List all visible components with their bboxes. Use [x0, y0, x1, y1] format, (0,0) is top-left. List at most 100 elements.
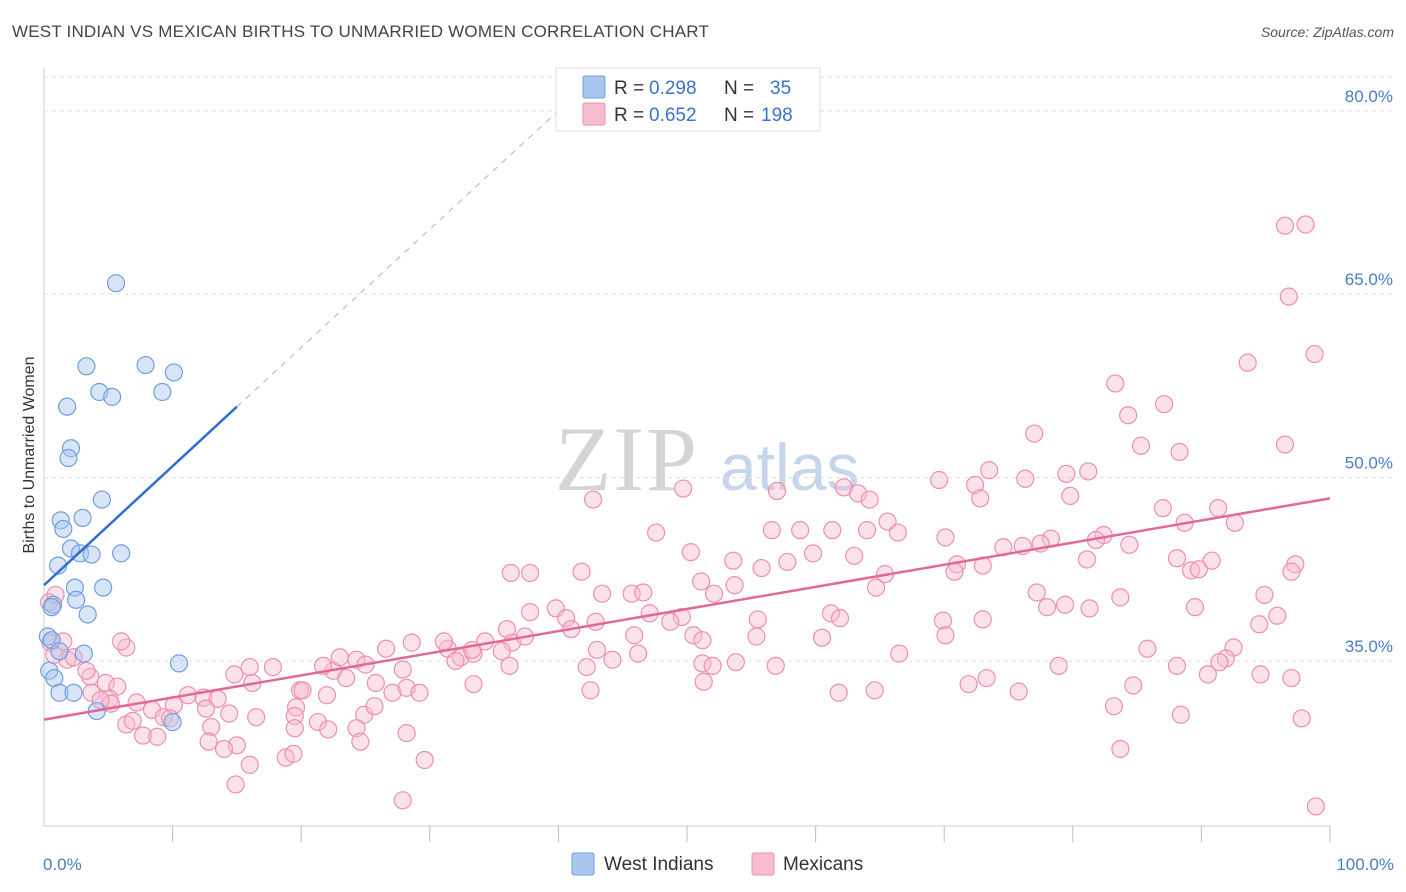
mexican-point — [1057, 464, 1076, 483]
stats-legend-west-n-label: N = — [724, 78, 754, 99]
mexican-point — [980, 461, 999, 480]
west-indian-point — [106, 274, 126, 293]
west-indian-point — [73, 508, 92, 528]
west-indian-point — [153, 382, 172, 402]
mexican-point — [240, 755, 259, 774]
west-indians-trend-extension — [236, 110, 559, 408]
mexican-point — [587, 640, 607, 660]
stats-legend-west-r-value: 0.298 — [649, 78, 697, 99]
mexican-point — [1210, 653, 1229, 672]
mexican-point — [214, 739, 234, 759]
mexican-point — [1189, 560, 1208, 579]
mexican-point — [1118, 406, 1138, 425]
x-tick-label-max: 100.0% — [1336, 855, 1394, 874]
mexican-point — [1275, 435, 1295, 454]
mexican-point — [1111, 588, 1130, 607]
mexican-point — [148, 727, 167, 746]
mexican-point — [959, 675, 978, 694]
west-indian-point — [82, 545, 101, 564]
mexican-point — [726, 653, 745, 672]
mexican-point — [692, 572, 711, 591]
mexican-point — [1061, 486, 1080, 506]
legend-west-indians-swatch — [571, 852, 595, 876]
mexican-point — [284, 744, 303, 763]
mexican-point — [434, 632, 454, 651]
mexican-point — [1138, 639, 1157, 658]
west-indian-point — [64, 683, 83, 702]
mexican-point — [225, 665, 244, 684]
y-axis-label: Births to Unmarried Women — [21, 356, 38, 553]
mexican-point — [936, 528, 955, 547]
mexican-point — [584, 490, 603, 509]
mexican-point — [1185, 598, 1205, 617]
west-indian-point — [163, 712, 182, 732]
mexican-point — [1198, 665, 1217, 684]
mexican-point — [860, 490, 879, 509]
mexican-point — [577, 657, 596, 677]
mexican-point — [1282, 668, 1301, 688]
mexican-point — [684, 626, 703, 645]
mexican-point — [752, 558, 771, 578]
mexican-point — [500, 656, 519, 675]
west-indian-point — [58, 397, 77, 416]
mexican-point — [674, 479, 693, 498]
mexican-point — [803, 544, 823, 563]
mexican-point — [1106, 374, 1125, 393]
mexican-point — [694, 672, 713, 691]
west-indian-point — [103, 387, 122, 406]
mexican-point — [1025, 424, 1044, 443]
mexican-point — [393, 660, 412, 679]
mexican-point — [977, 668, 996, 688]
mexican-point — [1275, 216, 1295, 235]
mexican-point — [366, 673, 385, 693]
west-indian-point — [50, 642, 69, 661]
mexican-point — [1104, 697, 1124, 716]
mexican-point — [766, 656, 785, 675]
west-indian-point — [54, 519, 73, 539]
west-indian-point — [169, 654, 189, 673]
mexican-point — [767, 481, 787, 501]
mexican-point — [1171, 705, 1190, 724]
west-indian-point — [61, 539, 81, 558]
mexican-point — [866, 578, 886, 597]
west-indians-points — [38, 274, 189, 732]
west-indian-point — [112, 544, 131, 563]
west-indian-point — [50, 683, 69, 702]
mexican-point — [724, 551, 743, 570]
mexican-point — [199, 732, 218, 751]
mexican-point — [791, 521, 810, 540]
mexican-point — [965, 475, 985, 494]
mexican-point — [351, 732, 370, 751]
mexican-point — [857, 521, 877, 540]
mexican-point — [703, 656, 722, 675]
legend-mexicans-swatch — [751, 852, 775, 876]
mexican-point — [133, 726, 153, 745]
y-tick-labels: 35.0% 50.0% 65.0% 80.0% — [1345, 87, 1393, 656]
stats-legend-mexican-n-value: 198 — [761, 105, 793, 126]
mexican-point — [317, 686, 337, 705]
mexican-point — [762, 521, 781, 540]
mexican-point — [557, 609, 576, 628]
west-indian-point — [74, 644, 93, 663]
stats-legend-west-r-label: R = — [614, 78, 644, 99]
legend-mexicans-label: Mexicans — [783, 854, 863, 875]
mexican-point — [154, 708, 173, 727]
mexican-point — [1282, 562, 1301, 581]
mexican-point — [492, 642, 511, 661]
watermark-zip: ZIP — [555, 408, 699, 510]
mexican-point — [1111, 739, 1130, 759]
mexican-point — [446, 651, 465, 671]
mexican-point — [1255, 585, 1274, 605]
mexican-point — [501, 563, 520, 583]
mexican-point — [1167, 549, 1187, 568]
mexican-point — [890, 644, 909, 663]
trend-lines — [43, 110, 1331, 721]
mexican-point — [603, 650, 622, 669]
mexican-point — [402, 633, 421, 652]
mexican-point — [220, 704, 239, 723]
mexican-point — [823, 521, 842, 540]
stats-legend: R = 0.298 N = 35 R = 0.652 N = 198 — [555, 67, 821, 132]
mexican-point — [1170, 442, 1189, 461]
mexican-point — [1131, 436, 1151, 455]
